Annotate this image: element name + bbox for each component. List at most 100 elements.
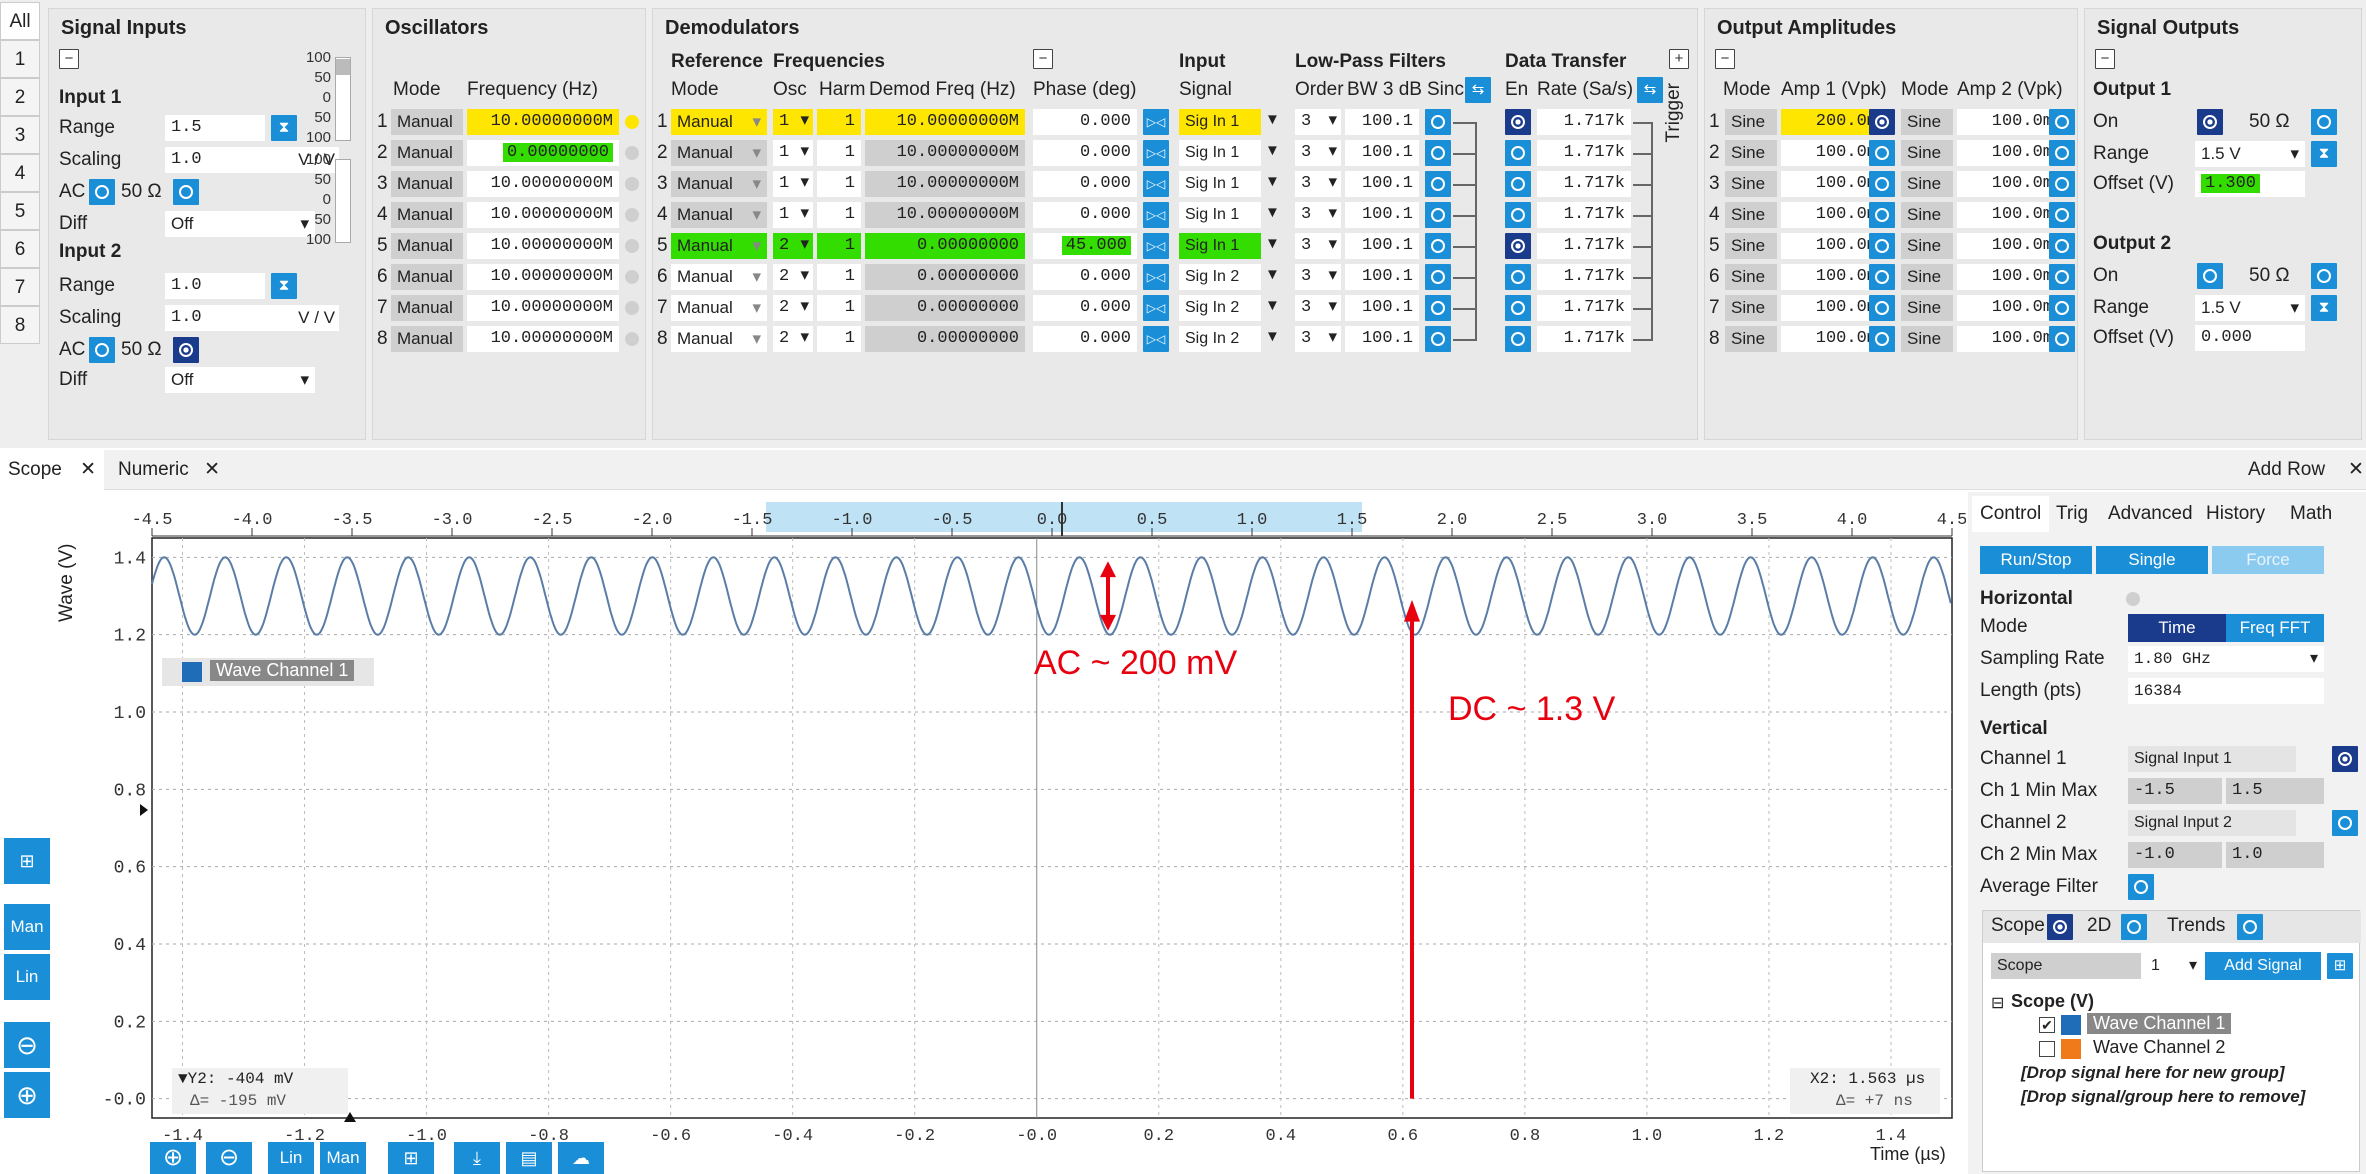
demod-order-select[interactable]: 3 ▾ <box>1295 264 1341 290</box>
amp1-mode[interactable]: Sine <box>1725 264 1777 290</box>
sidetab-7[interactable]: 7 <box>0 268 40 306</box>
wave1-checkbox[interactable]: ✔ <box>2039 1017 2055 1033</box>
tab-scope[interactable]: Scope ✕ <box>0 450 104 490</box>
demod-rate[interactable]: 1.717k <box>1537 202 1631 228</box>
tab-trig[interactable]: Trig <box>2056 503 2089 524</box>
input1-scaling[interactable]: 1.0 V / V <box>165 147 339 173</box>
enable-toggle[interactable] <box>1505 295 1531 321</box>
amp2-mode[interactable]: Sine <box>1901 171 1953 197</box>
tab-math[interactable]: Math <box>2290 503 2333 524</box>
x-lin-button[interactable]: Lin <box>268 1142 314 1174</box>
ch2-max[interactable]: 1.0 <box>2226 842 2324 868</box>
output1-offset[interactable]: 1.300 <box>2195 171 2305 197</box>
sidetab-6[interactable]: 6 <box>0 230 40 268</box>
osc-mode[interactable]: Manual <box>391 295 463 321</box>
export-icon[interactable]: ▤ <box>506 1142 552 1174</box>
demod-harm[interactable]: 1 <box>817 171 861 197</box>
zero-phase-icon[interactable]: ▷◁ <box>1143 202 1169 228</box>
close-icon[interactable]: ✕ <box>80 459 96 480</box>
link-icon[interactable]: ⇆ <box>1465 77 1491 103</box>
zero-phase-icon[interactable]: ▷◁ <box>1143 109 1169 135</box>
add-row-button[interactable]: Add Row <box>2248 459 2326 480</box>
demod-bandwidth[interactable]: 100.1 <box>1345 171 1419 197</box>
scope-select[interactable]: Scope <box>1991 953 2141 979</box>
50ohm-toggle[interactable] <box>173 337 199 363</box>
dropdown-arrow-icon[interactable]: ▼ <box>1265 142 1280 159</box>
cursor-tool-icon[interactable]: ⊞ <box>388 1142 434 1174</box>
dropdown-arrow-icon[interactable]: ▼ <box>1265 111 1280 128</box>
demod-order-select[interactable]: 3 ▾ <box>1295 233 1341 259</box>
zero-phase-icon[interactable]: ▷◁ <box>1143 233 1169 259</box>
enable-toggle[interactable] <box>1505 326 1531 352</box>
demod-harm[interactable]: 1 <box>817 233 861 259</box>
amp2-value[interactable]: 100.0m <box>1957 295 2059 321</box>
amp2-value[interactable]: 100.0m <box>1957 233 2059 259</box>
osc-frequency[interactable]: 10.00000000M <box>467 326 619 352</box>
dropdown-arrow-icon[interactable]: ▼ <box>1265 173 1280 190</box>
amp2-mode[interactable]: Sine <box>1901 295 1953 321</box>
enable-toggle[interactable] <box>1505 109 1531 135</box>
wave1-label[interactable]: Wave Channel 1 <box>2087 1013 2232 1034</box>
demod-osc-select[interactable]: 2 ▾ <box>773 264 813 290</box>
autorange-icon[interactable]: ⧗ <box>271 273 297 299</box>
channel1-toggle[interactable] <box>2332 746 2358 772</box>
tab-scope-signals[interactable]: Scope <box>1991 915 2045 936</box>
osc-frequency[interactable]: 10.00000000M <box>467 295 619 321</box>
amp1-enable[interactable] <box>1869 109 1895 135</box>
demod-rate[interactable]: 1.717k <box>1537 109 1631 135</box>
sinc-toggle[interactable] <box>1425 295 1451 321</box>
osc-mode[interactable]: Manual <box>391 326 463 352</box>
drop-remove-target[interactable]: [Drop signal/group here to remove] <box>2021 1087 2306 1106</box>
level-marker-icon[interactable] <box>140 804 148 816</box>
demod-mode[interactable]: Manual ▾ <box>671 202 767 228</box>
x-zoom-in-icon[interactable]: ⊕ <box>150 1142 196 1174</box>
amp1-mode[interactable]: Sine <box>1725 202 1777 228</box>
amp1-value[interactable]: 100.0m <box>1781 140 1883 166</box>
50ohm-toggle[interactable] <box>2311 109 2337 135</box>
osc-mode[interactable]: Manual <box>391 264 463 290</box>
amp1-value[interactable]: 100.0m <box>1781 326 1883 352</box>
amp2-enable[interactable] <box>2049 233 2075 259</box>
expand-button[interactable]: + <box>1669 49 1689 69</box>
output2-on-toggle[interactable] <box>2197 263 2223 289</box>
enable-toggle[interactable] <box>1505 233 1531 259</box>
y-man-button[interactable]: Man <box>4 904 50 950</box>
demod-bandwidth[interactable]: 100.1 <box>1345 140 1419 166</box>
osc-mode[interactable]: Manual <box>391 233 463 259</box>
amp1-mode[interactable]: Sine <box>1725 326 1777 352</box>
input2-range[interactable]: 1.0 <box>165 273 265 299</box>
legend[interactable]: Wave Channel 1 <box>162 658 374 686</box>
demod-rate[interactable]: 1.717k <box>1537 326 1631 352</box>
demod-osc-select[interactable]: 2 ▾ <box>773 233 813 259</box>
demod-phase[interactable]: 0.000 <box>1033 140 1137 166</box>
amp1-enable[interactable] <box>1869 233 1895 259</box>
input1-diff-select[interactable]: Off ▾ <box>165 211 315 237</box>
demod-order-select[interactable]: 3 ▾ <box>1295 295 1341 321</box>
sidetab-5[interactable]: 5 <box>0 192 40 230</box>
scope-plot[interactable]: 1.4 1.2 1.0 0.8 0.6 0.4 0.2 -0.0 -1.4 -1.2 -1.0 -0.… <box>0 492 1966 1174</box>
channel2-toggle[interactable] <box>2332 810 2358 836</box>
sinc-toggle[interactable] <box>1425 264 1451 290</box>
demod-phase[interactable]: 0.000 <box>1033 171 1137 197</box>
amp1-value[interactable]: 200.0m <box>1781 109 1883 135</box>
demod-mode[interactable]: Manual ▾ <box>671 233 767 259</box>
zoom-fit-icon[interactable]: ⊞ <box>4 838 50 884</box>
amp2-enable[interactable] <box>2049 264 2075 290</box>
zero-phase-icon[interactable]: ▷◁ <box>1143 140 1169 166</box>
tab-trends[interactable]: Trends <box>2167 915 2226 936</box>
demod-rate[interactable]: 1.717k <box>1537 264 1631 290</box>
demod-mode[interactable]: Manual ▾ <box>671 295 767 321</box>
save-data-icon[interactable]: ⤓ <box>454 1142 500 1174</box>
amp1-enable[interactable] <box>1869 295 1895 321</box>
trends-toggle[interactable] <box>2237 914 2263 940</box>
scope-number-select[interactable]: 1 ▾ <box>2145 953 2201 979</box>
demod-mode[interactable]: Manual ▾ <box>671 140 767 166</box>
autorange-icon[interactable]: ⧗ <box>271 115 297 141</box>
close-icon[interactable]: ✕ <box>204 459 220 480</box>
amp1-value[interactable]: 100.0m <box>1781 295 1883 321</box>
demod-signal[interactable]: Sig In 1 <box>1179 171 1261 197</box>
amp1-mode[interactable]: Sine <box>1725 109 1777 135</box>
sinc-toggle[interactable] <box>1425 202 1451 228</box>
demod-order-select[interactable]: 3 ▾ <box>1295 202 1341 228</box>
demod-order-select[interactable]: 3 ▾ <box>1295 171 1341 197</box>
